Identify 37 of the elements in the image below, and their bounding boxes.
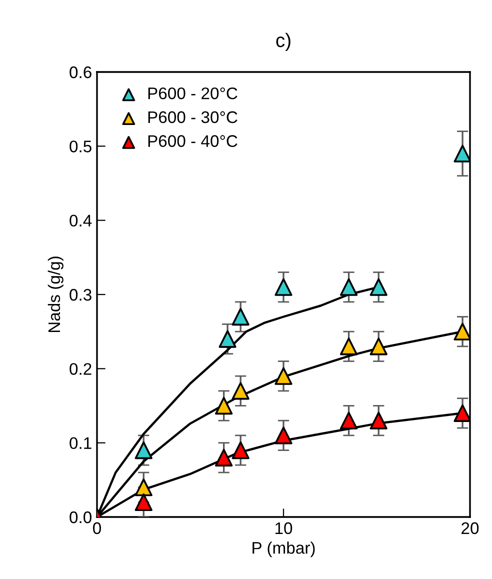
point [214, 448, 233, 466]
y-tick-label: 0.0 [70, 511, 92, 524]
x-tick-label: 10 [276, 522, 292, 534]
point [340, 338, 358, 356]
point [232, 441, 250, 460]
legend-label: P600 - 30°C [148, 111, 238, 124]
point [134, 478, 152, 496]
x-tick-label: 20 [462, 522, 479, 534]
point [454, 404, 470, 422]
y-tick-label: 0.1 [70, 437, 92, 450]
y-tick-label: 0.3 [70, 288, 92, 301]
y-axis-title: Nads (g/g) [48, 256, 64, 332]
point [214, 396, 233, 415]
point [454, 322, 470, 340]
point [340, 412, 358, 430]
point [232, 382, 250, 400]
y-tick-label: 0.6 [70, 66, 92, 78]
point [274, 278, 292, 296]
point [370, 338, 388, 356]
point [274, 426, 292, 444]
point [370, 278, 388, 296]
point [232, 308, 250, 326]
point [370, 412, 388, 430]
chart-title: c) [276, 32, 290, 52]
y-tick-label: 0.2 [70, 363, 92, 375]
point [340, 278, 358, 296]
x-axis-title: P (mbar) [252, 542, 315, 558]
y-tick-label: 0.4 [70, 214, 92, 227]
point [454, 144, 470, 162]
legend-label: P600 - 20°C [148, 87, 238, 100]
y-tick-label: 0.5 [70, 140, 92, 152]
point [134, 493, 152, 511]
point [134, 441, 152, 460]
x-tick-label: 0 [93, 522, 101, 534]
point [274, 367, 292, 385]
legend-label: P600 - 40°C [148, 135, 238, 147]
point [218, 330, 236, 348]
